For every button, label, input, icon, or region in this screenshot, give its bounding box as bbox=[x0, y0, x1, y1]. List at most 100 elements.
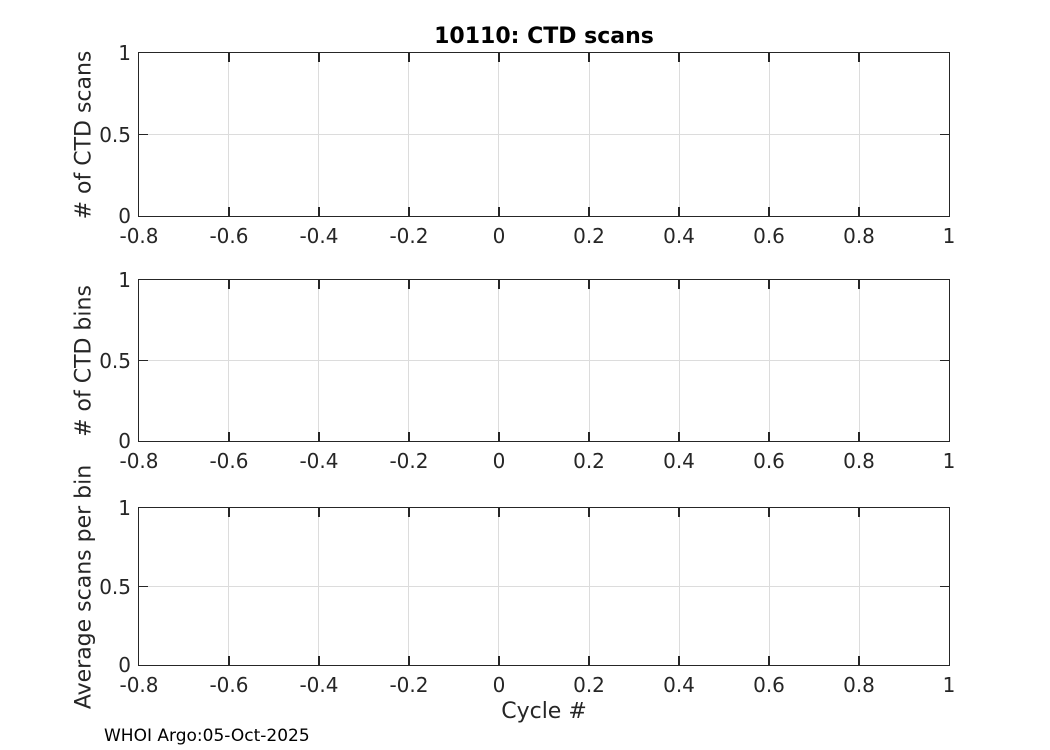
x-tick-mark-top bbox=[408, 508, 410, 517]
y-tick-mark-right bbox=[940, 585, 949, 588]
x-tick-label: 1 bbox=[942, 224, 956, 248]
x-tick-mark-bottom bbox=[228, 656, 230, 665]
x-tick-label: -0.2 bbox=[389, 449, 429, 473]
x-tick-mark-top bbox=[228, 280, 230, 289]
x-tick-mark-top bbox=[768, 53, 770, 62]
x-tick-mark-top bbox=[318, 53, 320, 62]
x-tick-label: 0.6 bbox=[753, 224, 785, 248]
x-tick-mark-top bbox=[858, 508, 860, 517]
x-tick-mark-bottom bbox=[498, 656, 500, 665]
y-gridline bbox=[139, 134, 949, 135]
y-gridline bbox=[139, 586, 949, 587]
x-tick-label: 0.2 bbox=[573, 673, 605, 697]
x-tick-mark-bottom bbox=[858, 432, 860, 441]
y-tick-label: 0 bbox=[118, 429, 131, 453]
x-axis-label: Cycle # bbox=[501, 699, 587, 724]
x-tick-label: 0.4 bbox=[663, 673, 695, 697]
x-tick-mark-bottom bbox=[858, 207, 860, 216]
subplot-ctd-bins: # of CTD bins -0.8 -0.6 -0.4 -0.2 0 0.2 0.4 0.6… bbox=[72, 270, 956, 472]
y-gridline bbox=[139, 360, 949, 361]
x-tick-mark-top bbox=[678, 53, 680, 62]
x-tick-mark-bottom bbox=[678, 432, 680, 441]
x-tick-mark-bottom bbox=[768, 656, 770, 665]
x-tick-label: -0.4 bbox=[299, 224, 339, 248]
x-tick-mark-top bbox=[498, 53, 500, 62]
x-tick-label: -0.4 bbox=[299, 673, 339, 697]
x-tick-mark-bottom bbox=[588, 432, 590, 441]
x-tick-label: 0.8 bbox=[843, 673, 875, 697]
x-tick-label: 0 bbox=[492, 449, 506, 473]
x-tick-mark-bottom bbox=[408, 656, 410, 665]
x-tick-mark-bottom bbox=[678, 207, 680, 216]
y-tick-label: 1 bbox=[118, 496, 131, 520]
x-tick-label: 0 bbox=[492, 673, 506, 697]
x-tick-mark-bottom bbox=[498, 207, 500, 216]
x-tick-label: 1 bbox=[942, 449, 956, 473]
figure-title: 10110: CTD scans bbox=[434, 24, 654, 49]
x-tick-label: 0 bbox=[492, 224, 506, 248]
x-tick-mark-top bbox=[858, 280, 860, 289]
x-tick-label: 0.2 bbox=[573, 224, 605, 248]
x-tick-label: 0.4 bbox=[663, 449, 695, 473]
x-tick-mark-top bbox=[228, 53, 230, 62]
y-tick-mark-left bbox=[139, 359, 148, 362]
x-tick-mark-bottom bbox=[678, 656, 680, 665]
y-axis-label-average-scans: Average scans per bin bbox=[71, 464, 97, 709]
x-tick-mark-bottom bbox=[768, 207, 770, 216]
x-tick-mark-top bbox=[678, 280, 680, 289]
y-tick-label: 0.5 bbox=[99, 574, 131, 599]
x-tick-label: 0.6 bbox=[753, 449, 785, 473]
y-tick-label: 1 bbox=[118, 41, 131, 65]
x-tick-mark-bottom bbox=[318, 432, 320, 441]
y-tick-label: 1 bbox=[118, 268, 131, 292]
x-tick-label: 1 bbox=[942, 673, 956, 697]
x-tick-label: 0.4 bbox=[663, 224, 695, 248]
y-tick-mark-right bbox=[940, 359, 949, 362]
x-tick-label: -0.6 bbox=[209, 449, 249, 473]
x-tick-mark-bottom bbox=[228, 432, 230, 441]
x-tick-mark-bottom bbox=[768, 432, 770, 441]
x-tick-label: -0.2 bbox=[389, 224, 429, 248]
x-tick-mark-top bbox=[768, 280, 770, 289]
x-tick-label: 0.8 bbox=[843, 449, 875, 473]
x-tick-mark-bottom bbox=[408, 432, 410, 441]
x-tick-mark-top bbox=[318, 508, 320, 517]
x-tick-label: -0.8 bbox=[119, 224, 159, 248]
x-tick-mark-top bbox=[588, 280, 590, 289]
y-tick-label: 0 bbox=[118, 204, 131, 228]
x-tick-mark-top bbox=[498, 280, 500, 289]
x-tick-mark-bottom bbox=[318, 656, 320, 665]
plot-box-ctd-scans: -0.8 -0.6 -0.4 -0.2 0 0.2 0.4 0.6 0.8 1 0 0.5 1 bbox=[99, 43, 955, 247]
footer-stamp: WHOI Argo:05-Oct-2025 bbox=[104, 726, 310, 746]
x-tick-mark-top bbox=[408, 53, 410, 62]
x-tick-mark-bottom bbox=[318, 207, 320, 216]
y-tick-mark-right bbox=[940, 133, 949, 136]
x-tick-label: 0.2 bbox=[573, 449, 605, 473]
x-tick-label: 0.8 bbox=[843, 224, 875, 248]
subplot-ctd-scans: # of CTD scans -0.8 -0.6 -0.4 -0.2 0 0.2 0.4 0.… bbox=[72, 43, 956, 247]
x-tick-mark-top bbox=[858, 53, 860, 62]
y-tick-label: 0.5 bbox=[99, 348, 131, 373]
x-tick-mark-top bbox=[228, 508, 230, 517]
x-tick-label: -0.6 bbox=[209, 224, 249, 248]
x-tick-mark-top bbox=[588, 53, 590, 62]
y-tick-label: 0 bbox=[118, 653, 131, 677]
x-tick-label: -0.4 bbox=[299, 449, 339, 473]
x-tick-mark-top bbox=[588, 508, 590, 517]
x-tick-mark-bottom bbox=[588, 207, 590, 216]
x-tick-label: -0.2 bbox=[389, 673, 429, 697]
y-tick-mark-left bbox=[139, 133, 148, 136]
x-tick-label: 0.6 bbox=[753, 673, 785, 697]
plot-box-average-scans: -0.8 -0.6 -0.4 -0.2 0 0.2 0.4 0.6 0.8 1 0 0.5 1 bbox=[99, 498, 955, 696]
y-tick-label: 0.5 bbox=[99, 122, 131, 147]
x-tick-mark-bottom bbox=[408, 207, 410, 216]
x-tick-label: -0.8 bbox=[119, 673, 159, 697]
x-tick-mark-bottom bbox=[858, 656, 860, 665]
x-tick-mark-top bbox=[498, 508, 500, 517]
x-tick-mark-top bbox=[678, 508, 680, 517]
plot-box-ctd-bins: -0.8 -0.6 -0.4 -0.2 0 0.2 0.4 0.6 0.8 1 0 0.5 1 bbox=[99, 270, 955, 472]
x-tick-mark-top bbox=[318, 280, 320, 289]
x-tick-mark-bottom bbox=[588, 656, 590, 665]
x-tick-mark-bottom bbox=[498, 432, 500, 441]
